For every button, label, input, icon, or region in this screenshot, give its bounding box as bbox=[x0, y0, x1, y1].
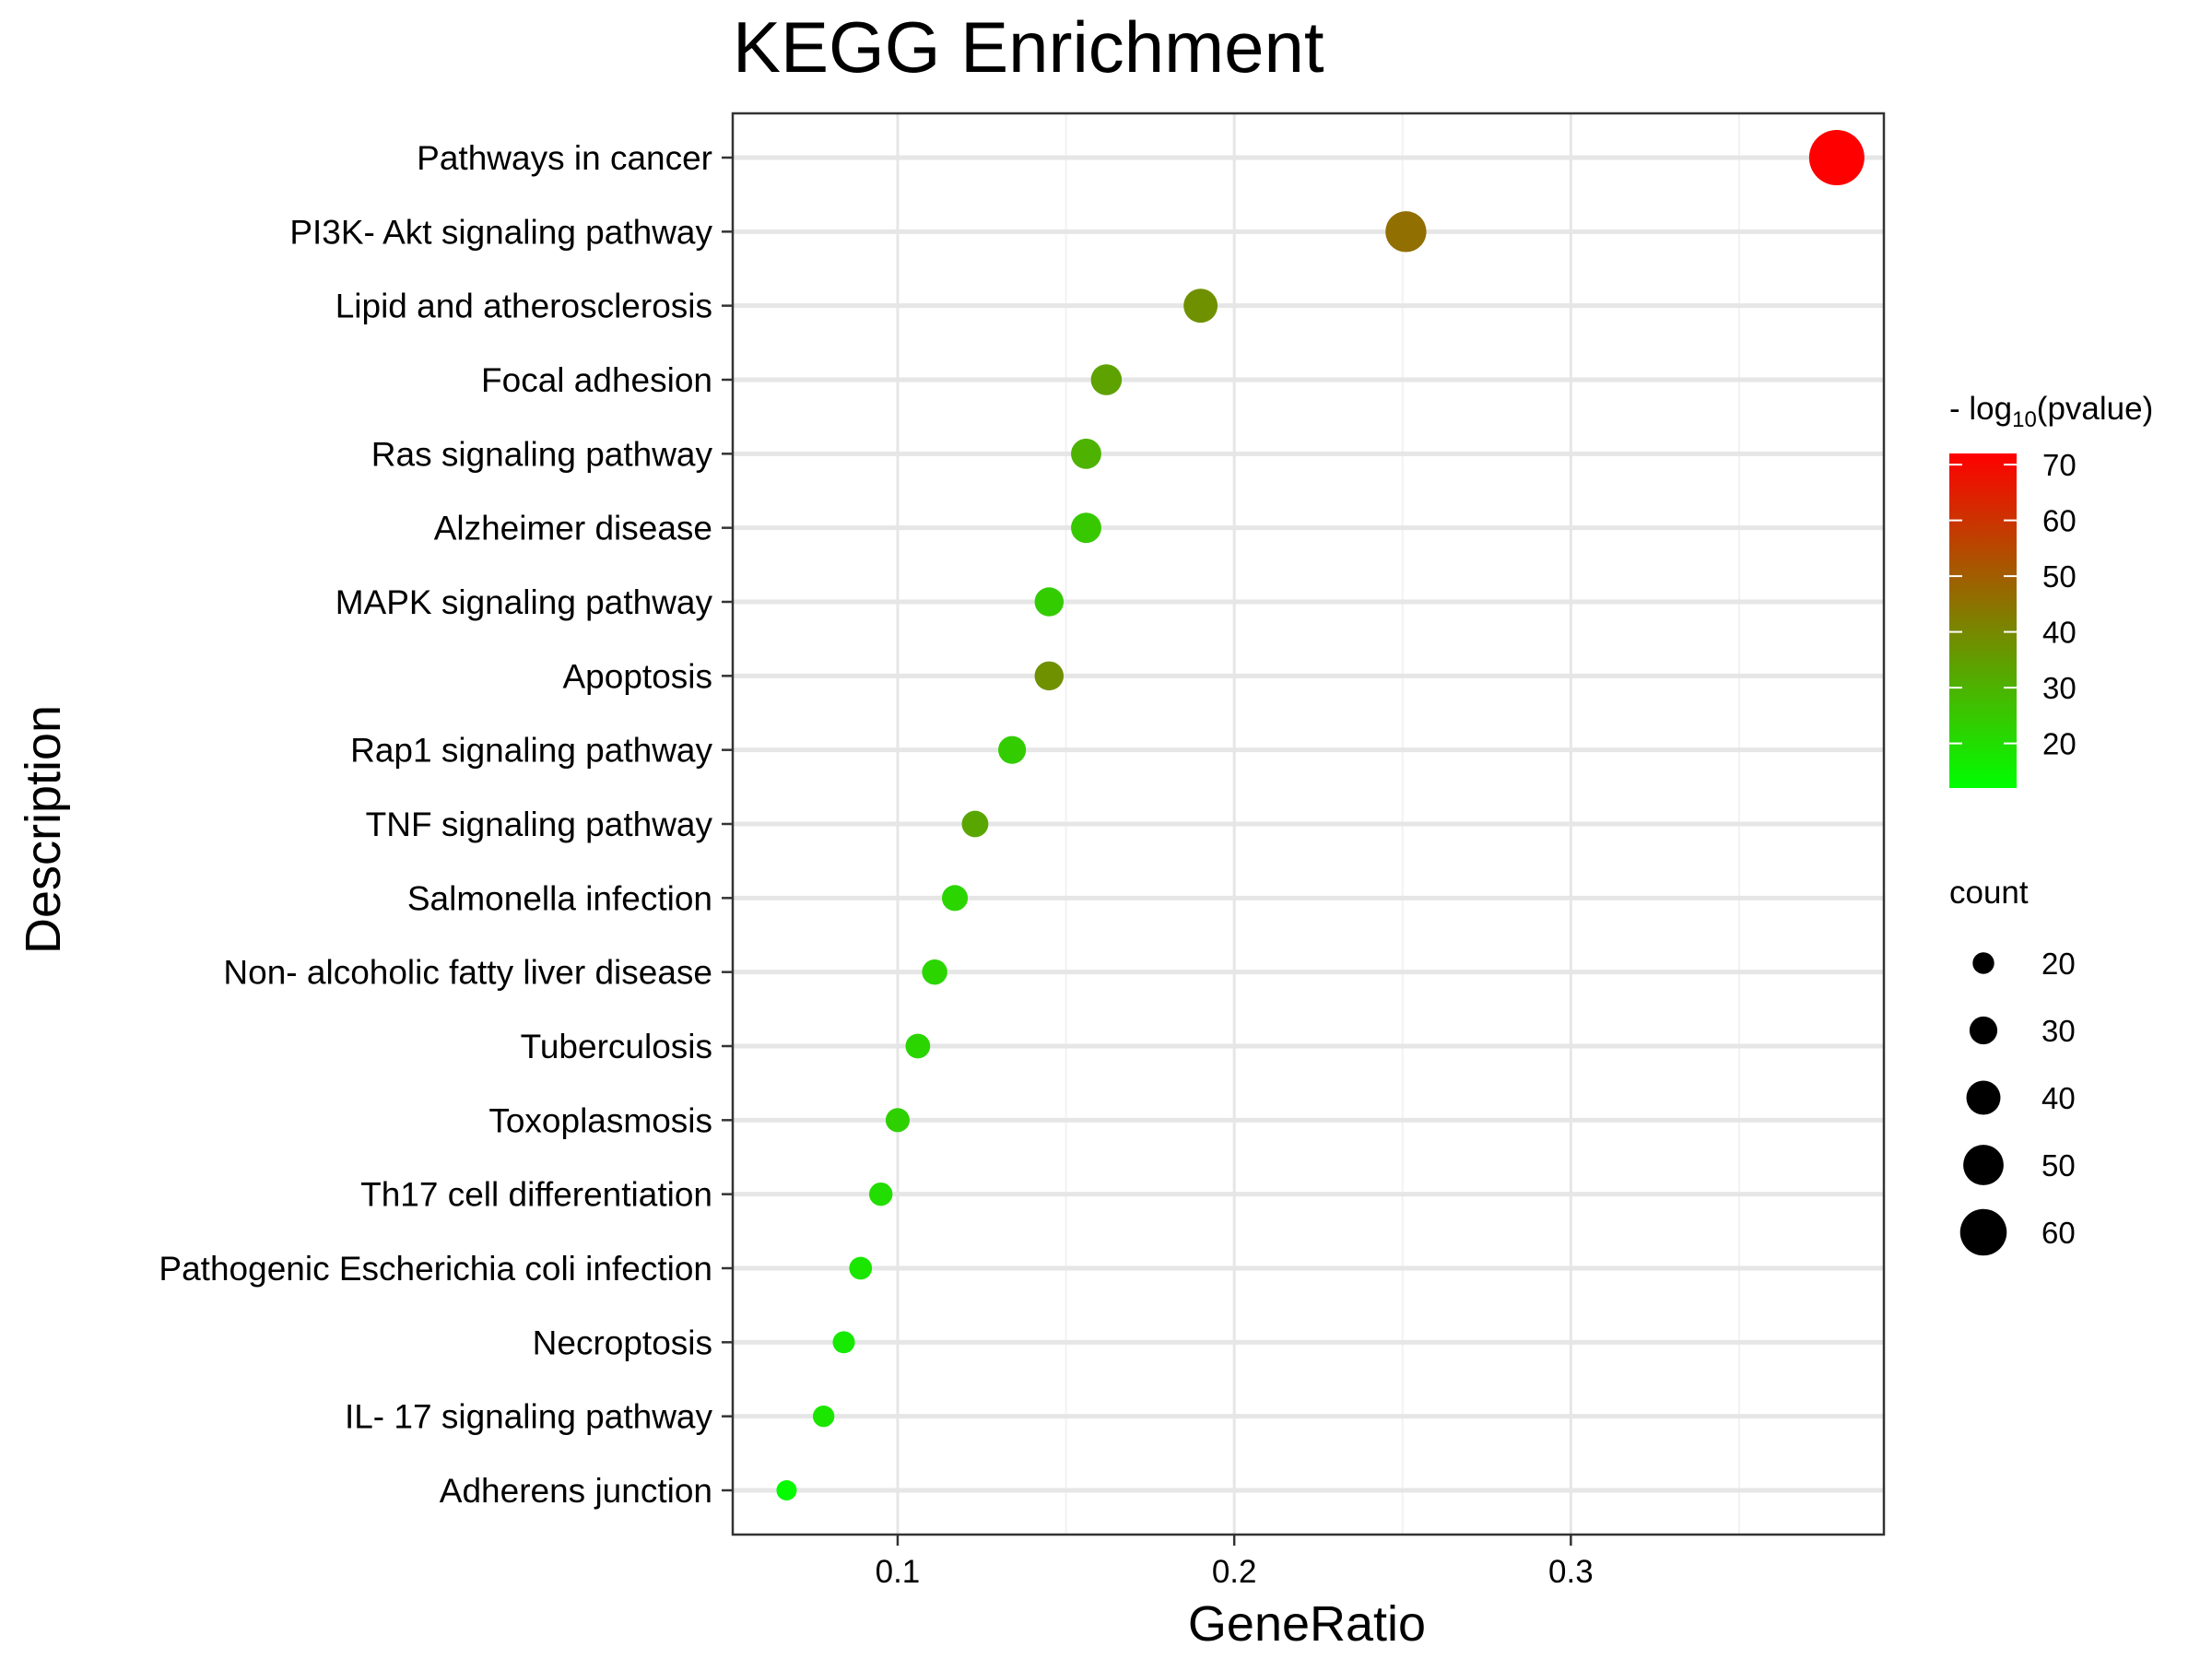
y-tick-label: Focal adhesion bbox=[481, 361, 712, 399]
colorbar-tick-label: 60 bbox=[2042, 504, 2077, 538]
colorbar-tick-label: 70 bbox=[2042, 448, 2077, 482]
y-tick-label: Tuberculosis bbox=[521, 1028, 712, 1065]
color-legend-title: - log10(pvalue) bbox=[1949, 391, 2153, 432]
y-tick-label: MAPK signaling pathway bbox=[335, 583, 713, 621]
data-point bbox=[1385, 211, 1427, 253]
y-tick-label: Adherens junction bbox=[440, 1472, 712, 1510]
data-point bbox=[905, 1033, 931, 1059]
plot-panel bbox=[731, 112, 1886, 1536]
size-legend-label: 40 bbox=[2041, 1081, 2076, 1115]
data-point bbox=[849, 1256, 873, 1280]
y-tick-label: Ras signaling pathway bbox=[371, 435, 713, 473]
size-legend-key bbox=[1972, 952, 1994, 974]
chart-title: KEGG Enrichment bbox=[733, 6, 1324, 88]
data-point bbox=[832, 1331, 855, 1354]
data-point bbox=[1183, 288, 1218, 324]
data-point bbox=[1071, 512, 1101, 544]
size-legend-key bbox=[1969, 1016, 1998, 1045]
y-tick-label: TNF signaling pathway bbox=[366, 806, 713, 843]
data-point bbox=[776, 1480, 797, 1500]
data-point bbox=[812, 1405, 835, 1428]
size-legend-title: count bbox=[1949, 875, 2029, 911]
y-tick-label: Toxoplasmosis bbox=[488, 1101, 712, 1139]
y-tick-label: PI3K- Akt signaling pathway bbox=[289, 213, 712, 251]
size-legend-label: 50 bbox=[2041, 1148, 2076, 1182]
colorbar-tick-label: 40 bbox=[2042, 616, 2077, 650]
data-point bbox=[998, 735, 1027, 764]
color-legend: - log10(pvalue) 70 60 50 40 30 20 bbox=[1949, 391, 2153, 788]
y-tick-label: Rap1 signaling pathway bbox=[350, 732, 712, 770]
size-legend-key bbox=[1966, 1080, 2001, 1115]
size-legend-label: 60 bbox=[2041, 1216, 2076, 1250]
y-tick-label: IL- 17 signaling pathway bbox=[345, 1398, 713, 1436]
data-point bbox=[961, 810, 989, 838]
y-tick-label: Alzheimer disease bbox=[434, 510, 712, 547]
data-point bbox=[1071, 438, 1101, 469]
size-legend-label: 30 bbox=[2041, 1014, 2076, 1048]
y-tick-label: Lipid and atherosclerosis bbox=[335, 288, 712, 325]
data-point bbox=[922, 959, 947, 985]
y-tick-label: Apoptosis bbox=[563, 657, 713, 695]
y-tick-label: Th17 cell differentiation bbox=[360, 1176, 712, 1214]
data-point bbox=[868, 1182, 893, 1206]
data-point bbox=[1090, 364, 1123, 395]
y-tick-label: Pathogenic Escherichia coli infection bbox=[159, 1250, 712, 1288]
y-axis-label: Description bbox=[16, 705, 71, 954]
y-tick-label: Necroptosis bbox=[533, 1324, 712, 1361]
x-tick-label: 0.3 bbox=[1548, 1554, 1594, 1590]
colorbar-tick-label: 30 bbox=[2042, 671, 2077, 705]
x-tick-label: 0.2 bbox=[1212, 1554, 1257, 1590]
data-point bbox=[1808, 130, 1865, 185]
colorbar-tick-label: 50 bbox=[2042, 559, 2077, 594]
size-legend-key bbox=[1963, 1145, 2004, 1185]
y-tick-label: Non- alcoholic fatty liver disease bbox=[223, 954, 712, 992]
y-tick-label: Pathways in cancer bbox=[417, 139, 712, 177]
size-legend-label: 20 bbox=[2041, 947, 2076, 981]
data-point bbox=[1034, 587, 1065, 617]
data-point bbox=[941, 885, 969, 912]
x-tick-label: 0.1 bbox=[876, 1554, 921, 1590]
colorbar-tick-label: 20 bbox=[2042, 727, 2077, 761]
y-tick-label: Salmonella infection bbox=[407, 879, 712, 917]
colorbar bbox=[1949, 453, 2017, 788]
data-point bbox=[1034, 661, 1065, 691]
size-legend-key bbox=[1959, 1208, 2007, 1256]
data-point bbox=[885, 1108, 910, 1133]
size-legend: count 20 30 40 50 60 bbox=[1949, 875, 2076, 1256]
x-axis-label: GeneRatio bbox=[1188, 1596, 1426, 1652]
